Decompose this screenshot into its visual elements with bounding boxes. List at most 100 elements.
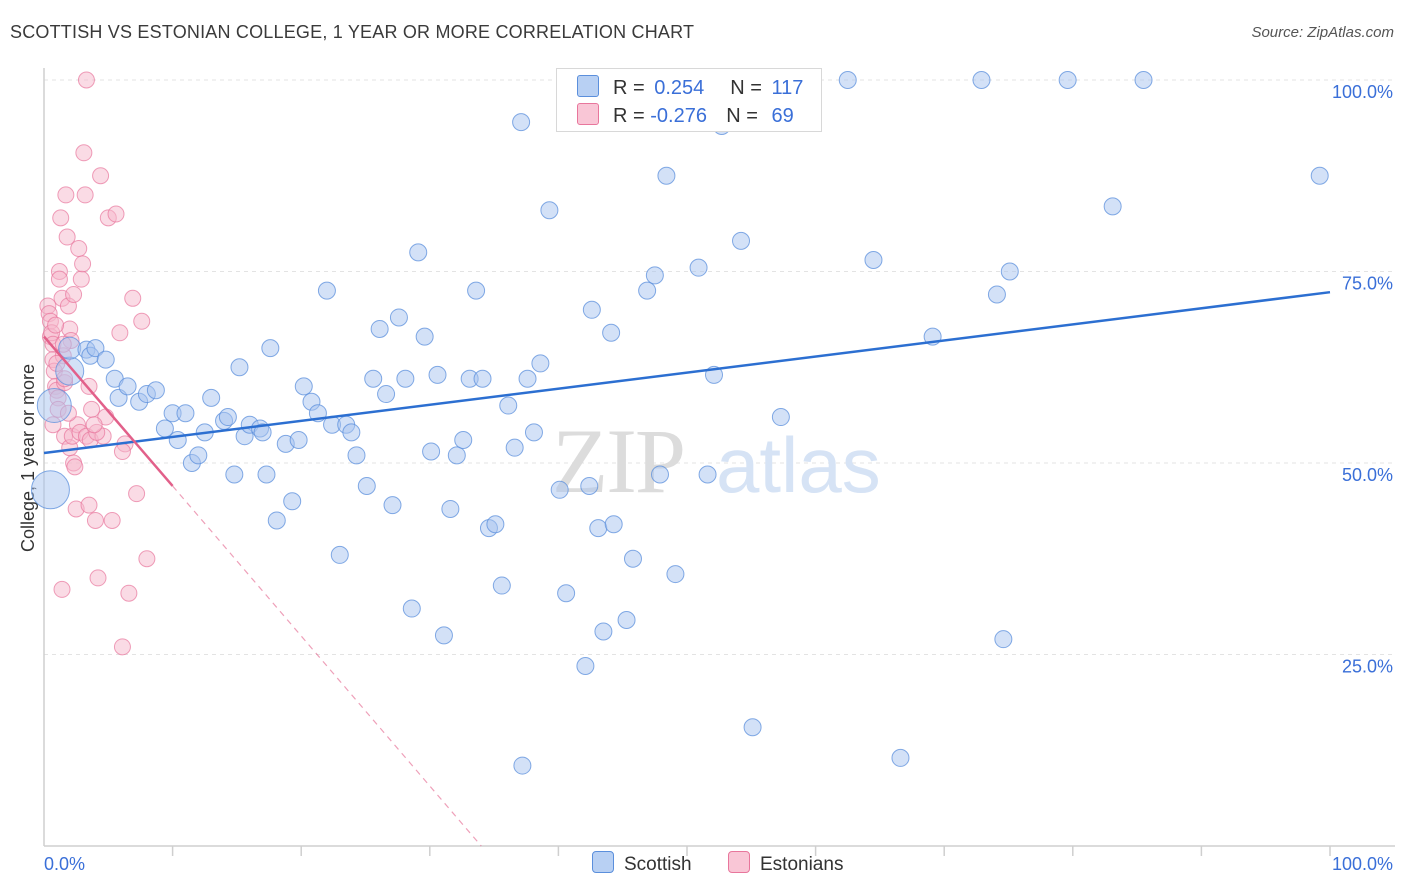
- scottish-point: [666, 565, 685, 584]
- scottish-point: [492, 576, 511, 595]
- estonian-point: [70, 240, 88, 258]
- scottish-point: [987, 285, 1006, 304]
- scottish-point: [540, 201, 559, 220]
- legend-n-value-scottish: 117: [771, 77, 804, 99]
- stats-legend: R = 0.254 N = 117 R = -0.276 N = 69: [556, 68, 822, 132]
- scottish-point: [396, 369, 415, 388]
- estonian-point: [74, 255, 92, 273]
- scottish-point: [650, 465, 669, 484]
- scottish-point: [389, 308, 408, 327]
- scottish-point: [499, 396, 518, 415]
- scottish-point: [771, 408, 790, 427]
- scottish-point: [594, 622, 613, 641]
- y-tick-label: 75.0%: [1342, 274, 1393, 294]
- estonian-point: [128, 485, 146, 503]
- legend-row-scottish: R = 0.254 N = 117: [577, 75, 803, 99]
- scottish-point: [55, 356, 85, 386]
- source-label: Source: ZipAtlas.com: [1251, 24, 1394, 41]
- scottish-point: [454, 431, 473, 450]
- estonian-point: [113, 638, 131, 656]
- legend-n-value-estonian: 69: [771, 105, 794, 127]
- estonian-point: [83, 400, 101, 418]
- estonian-swatch: [577, 103, 599, 125]
- scottish-point: [377, 385, 396, 404]
- scottish-point: [743, 718, 762, 737]
- bottom-legend-scottish[interactable]: Scottish: [592, 851, 692, 876]
- y-axis-label: College, 1 year or more: [18, 364, 38, 552]
- scottish-legend-label: Scottish: [624, 854, 692, 875]
- legend-r-label: R =: [613, 77, 651, 99]
- scottish-point: [428, 365, 447, 384]
- watermark-atlas: atlas: [716, 421, 881, 509]
- scottish-point: [467, 281, 486, 300]
- scottish-point: [657, 166, 676, 185]
- estonian-point: [111, 324, 129, 342]
- scottish-point: [261, 339, 280, 358]
- legend-n-label: N =: [730, 77, 768, 99]
- scottish-swatch: [577, 75, 599, 97]
- scottish-point: [317, 281, 336, 300]
- y-tick-label: 100.0%: [1332, 82, 1393, 102]
- scottish-point: [524, 423, 543, 442]
- scottish-point: [202, 388, 221, 407]
- y-tick-labels: 25.0% 50.0% 75.0% 100.0%: [1332, 82, 1393, 677]
- scottish-point: [176, 404, 195, 423]
- scottish-point: [513, 756, 532, 775]
- scottish-point: [189, 446, 208, 465]
- estonian-point: [138, 550, 156, 568]
- chart-title: SCOTTISH VS ESTONIAN COLLEGE, 1 YEAR OR …: [10, 22, 695, 42]
- legend-r-value-estonian: -0.276: [650, 105, 707, 127]
- bottom-legend-estonians[interactable]: Estonians: [728, 851, 843, 876]
- scottish-point: [447, 446, 466, 465]
- estonian-points: [39, 71, 156, 656]
- scottish-point: [589, 519, 608, 538]
- scottish-point: [486, 515, 505, 534]
- scottish-point: [146, 381, 165, 400]
- estonian-point: [75, 144, 93, 162]
- estonian-point: [113, 443, 131, 461]
- legend-r-value-scottish: 0.254: [654, 77, 705, 99]
- scottish-point: [838, 71, 857, 89]
- watermark-zip: ZIP: [552, 410, 684, 512]
- estonian-legend-label: Estonians: [760, 854, 844, 875]
- estonian-point: [80, 496, 98, 514]
- scottish-point: [623, 549, 642, 568]
- scottish-point: [253, 423, 272, 442]
- legend-n-label: N =: [726, 105, 764, 127]
- scottish-point: [1058, 71, 1077, 89]
- scottish-point: [225, 465, 244, 484]
- scottish-point: [582, 300, 601, 319]
- estonian-point: [76, 186, 94, 204]
- scottish-legend-swatch: [592, 851, 614, 873]
- estonian-point: [89, 569, 107, 587]
- estonian-point: [86, 511, 104, 529]
- scottish-point: [230, 358, 249, 377]
- scottish-point: [972, 71, 991, 89]
- estonian-point: [53, 580, 71, 598]
- estonian-point: [77, 71, 95, 89]
- scottish-point: [645, 266, 664, 285]
- scottish-point: [505, 438, 524, 457]
- scottish-point: [638, 281, 657, 300]
- scottish-trend-line: [43, 290, 1331, 455]
- x-tick-label-max: 100.0%: [1332, 854, 1393, 874]
- scottish-point: [434, 626, 453, 645]
- legend-row-estonian: R = -0.276 N = 69: [577, 103, 794, 127]
- scottish-point: [864, 251, 883, 270]
- scottish-point: [415, 327, 434, 346]
- estonian-point: [133, 312, 151, 330]
- scottish-point: [617, 611, 636, 630]
- estonian-point: [47, 316, 65, 334]
- estonian-trend-extension: [172, 485, 482, 847]
- estonian-point: [52, 209, 70, 227]
- y-tick-label: 25.0%: [1342, 657, 1393, 677]
- estonian-legend-swatch: [728, 851, 750, 873]
- scottish-point: [289, 431, 308, 450]
- scottish-point: [283, 492, 302, 511]
- estonian-point: [66, 458, 84, 476]
- scottish-point: [330, 545, 349, 564]
- x-tick-label-min: 0.0%: [44, 854, 85, 874]
- scottish-point: [370, 319, 389, 338]
- scottish-point: [1103, 197, 1122, 216]
